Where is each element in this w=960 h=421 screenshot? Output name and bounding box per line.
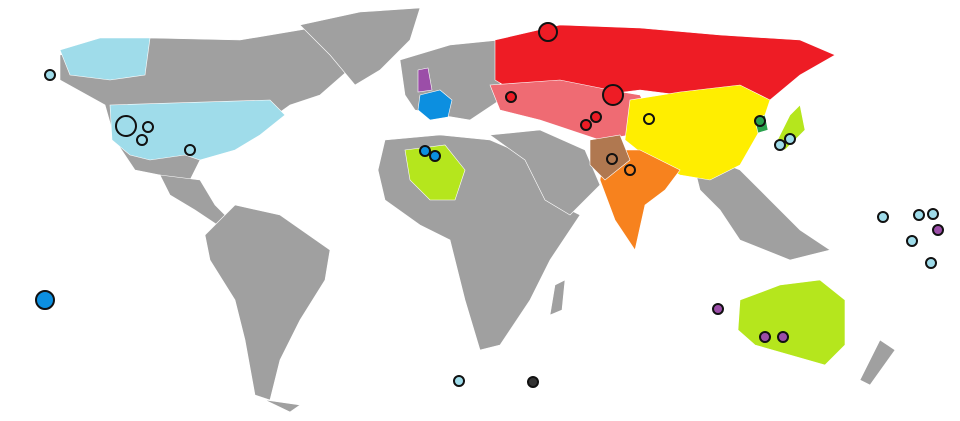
test-site-marker-usa xyxy=(142,121,154,133)
test-site-marker-usa xyxy=(925,257,937,269)
test-site-marker-uk xyxy=(777,331,789,343)
test-site-marker-uk xyxy=(712,303,724,315)
test-site-marker-india xyxy=(624,164,636,176)
land-greenland xyxy=(299,7,421,86)
land-madagascar xyxy=(549,279,566,316)
test-site-marker-usa xyxy=(913,209,925,221)
land-southeast-asia xyxy=(689,149,831,261)
region-india xyxy=(599,149,681,251)
region-australia xyxy=(737,279,846,366)
test-site-marker-usa xyxy=(774,139,786,151)
region-usa xyxy=(109,99,286,161)
test-site-marker-france xyxy=(419,145,431,157)
test-site-marker-france xyxy=(35,290,55,310)
test-site-marker-usa xyxy=(115,115,137,137)
land-new-zealand xyxy=(859,339,896,386)
test-site-marker-russia xyxy=(580,119,592,131)
test-site-marker-pakistan xyxy=(606,153,618,165)
region-uk xyxy=(417,67,433,93)
test-site-marker-usa xyxy=(877,211,889,223)
test-site-marker-usa xyxy=(784,133,796,145)
test-site-marker-russia xyxy=(590,111,602,123)
test-site-marker-usa xyxy=(184,144,196,156)
region-algeria xyxy=(404,144,466,201)
test-site-marker-uk xyxy=(932,224,944,236)
test-site-marker-russia xyxy=(538,22,558,42)
test-site-marker-usa xyxy=(44,69,56,81)
test-site-marker-usa xyxy=(927,208,939,220)
land-middle-east xyxy=(489,129,601,216)
region-alaska xyxy=(59,37,151,81)
test-site-marker-uk xyxy=(759,331,771,343)
test-site-marker-france xyxy=(429,150,441,162)
land-antarctic-tip xyxy=(264,399,301,413)
test-site-marker-north-korea xyxy=(754,115,766,127)
test-site-marker-unattributed xyxy=(527,376,539,388)
test-site-marker-usa xyxy=(906,235,918,247)
land-south-america xyxy=(204,204,331,401)
test-site-marker-russia xyxy=(505,91,517,103)
test-site-marker-usa xyxy=(136,134,148,146)
test-site-marker-china xyxy=(643,113,655,125)
test-site-marker-russia xyxy=(602,84,624,106)
region-france xyxy=(417,89,453,121)
test-site-marker-usa xyxy=(453,375,465,387)
